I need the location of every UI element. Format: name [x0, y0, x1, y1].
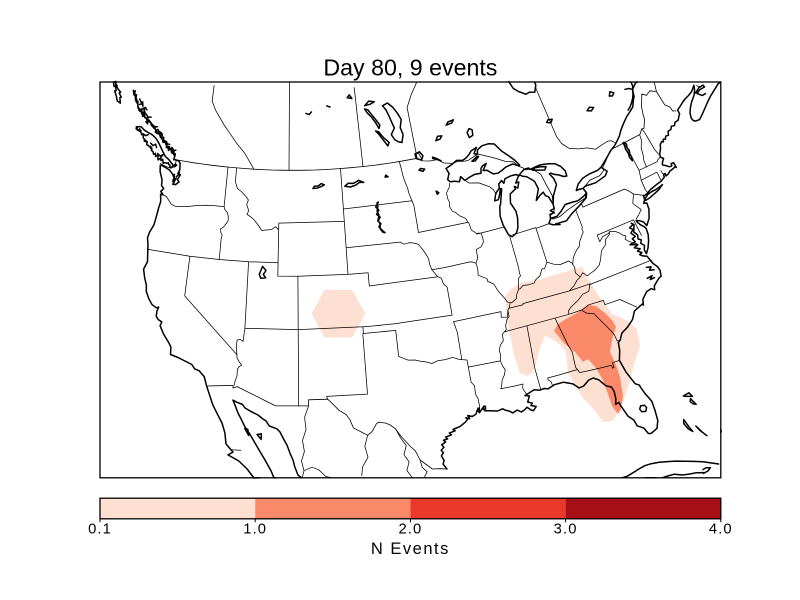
svg-text:3.0: 3.0 [554, 521, 578, 537]
svg-text:N Events: N Events [371, 540, 450, 558]
svg-text:1.0: 1.0 [243, 521, 267, 537]
svg-text:2.0: 2.0 [398, 521, 422, 537]
svg-text:4.0: 4.0 [709, 521, 733, 537]
svg-text:Day 80, 9 events: Day 80, 9 events [323, 54, 497, 80]
svg-text:0.1: 0.1 [88, 521, 112, 537]
